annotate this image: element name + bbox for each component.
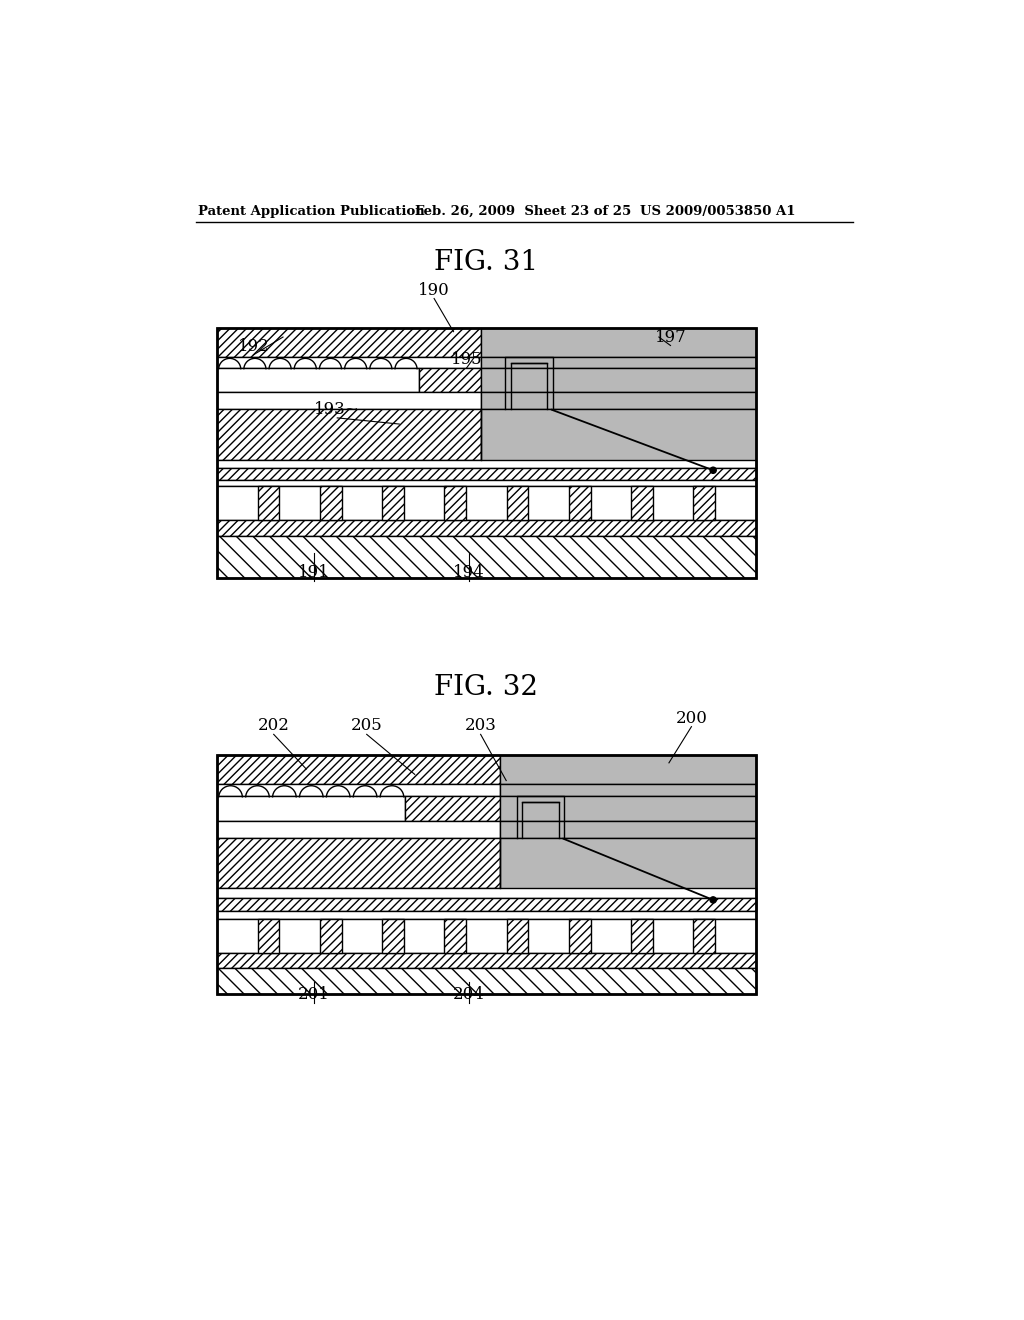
Bar bbox=[217, 969, 756, 994]
Circle shape bbox=[710, 896, 716, 903]
Bar bbox=[217, 536, 756, 578]
Bar bbox=[217, 755, 500, 784]
Bar bbox=[217, 487, 756, 520]
Bar bbox=[569, 487, 591, 520]
Bar bbox=[444, 487, 466, 520]
Bar bbox=[480, 409, 756, 480]
Text: 195: 195 bbox=[451, 351, 482, 368]
Bar bbox=[217, 480, 756, 487]
Bar bbox=[631, 919, 653, 953]
Text: 200: 200 bbox=[676, 710, 708, 726]
Bar bbox=[217, 953, 756, 969]
Bar bbox=[217, 467, 756, 480]
Bar bbox=[693, 487, 715, 520]
Bar bbox=[631, 487, 653, 520]
Text: 205: 205 bbox=[351, 717, 383, 734]
Bar bbox=[319, 919, 342, 953]
Bar bbox=[406, 796, 500, 821]
Bar bbox=[382, 487, 403, 520]
Text: Feb. 26, 2009  Sheet 23 of 25: Feb. 26, 2009 Sheet 23 of 25 bbox=[415, 205, 631, 218]
Bar bbox=[258, 919, 280, 953]
Bar bbox=[258, 487, 280, 520]
Text: 203: 203 bbox=[465, 717, 497, 734]
Bar bbox=[217, 520, 756, 536]
Bar bbox=[507, 919, 528, 953]
Bar bbox=[693, 919, 715, 953]
Bar bbox=[217, 838, 500, 888]
Bar bbox=[217, 755, 756, 994]
Bar bbox=[382, 919, 403, 953]
Bar bbox=[217, 888, 756, 898]
Text: 197: 197 bbox=[654, 329, 686, 346]
Text: 190: 190 bbox=[418, 281, 450, 298]
Bar bbox=[217, 796, 406, 821]
Bar bbox=[500, 821, 756, 838]
Text: 201: 201 bbox=[298, 986, 330, 1003]
Bar bbox=[569, 919, 591, 953]
Bar bbox=[444, 919, 466, 953]
Bar bbox=[480, 392, 756, 409]
Bar bbox=[500, 755, 756, 784]
Circle shape bbox=[710, 467, 716, 474]
Bar bbox=[480, 358, 756, 368]
Text: Patent Application Publication: Patent Application Publication bbox=[198, 205, 425, 218]
Bar bbox=[217, 358, 480, 368]
Text: 192: 192 bbox=[238, 338, 269, 355]
Bar bbox=[500, 796, 756, 821]
Text: 193~: 193~ bbox=[314, 401, 360, 418]
Bar bbox=[500, 838, 756, 911]
Bar bbox=[217, 919, 756, 953]
Bar bbox=[217, 327, 480, 358]
Text: US 2009/0053850 A1: US 2009/0053850 A1 bbox=[640, 205, 795, 218]
Bar bbox=[217, 821, 500, 838]
Text: 191: 191 bbox=[298, 564, 330, 581]
Text: 202: 202 bbox=[258, 717, 290, 734]
Bar bbox=[217, 461, 756, 469]
Bar bbox=[480, 368, 756, 392]
Bar bbox=[217, 898, 756, 911]
Bar bbox=[480, 327, 756, 358]
Bar bbox=[217, 368, 419, 392]
Bar bbox=[217, 327, 756, 578]
Text: 204: 204 bbox=[453, 986, 485, 1003]
Text: 194: 194 bbox=[454, 564, 485, 581]
Bar bbox=[500, 784, 756, 796]
Bar bbox=[217, 912, 756, 919]
Bar bbox=[507, 487, 528, 520]
Bar bbox=[217, 784, 500, 796]
Bar bbox=[217, 392, 480, 409]
Bar bbox=[319, 487, 342, 520]
Text: FIG. 32: FIG. 32 bbox=[434, 675, 538, 701]
Bar bbox=[419, 368, 480, 392]
Bar bbox=[217, 409, 480, 461]
Text: FIG. 31: FIG. 31 bbox=[434, 249, 539, 276]
